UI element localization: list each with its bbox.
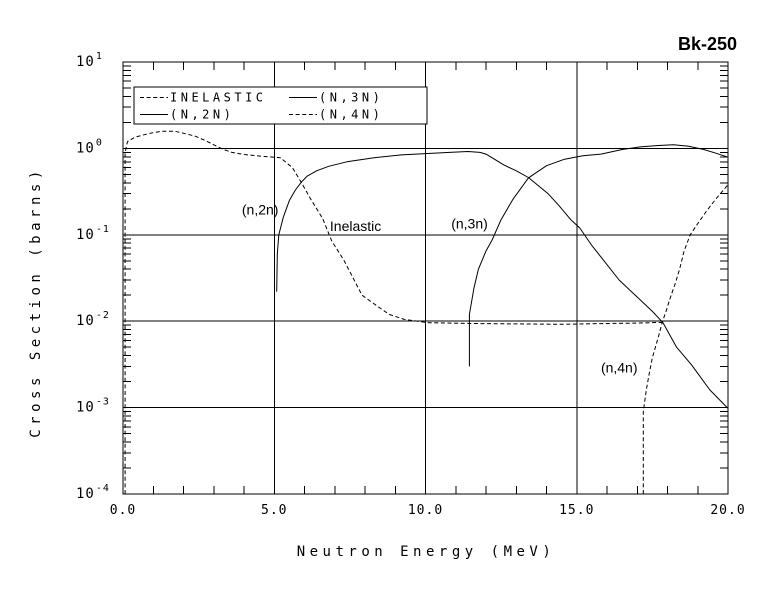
y-tick-label: 10-4 [76,483,110,502]
curves-layer [124,130,729,494]
x-tick-label: 0.0 [110,503,136,518]
legend-item-label: INELASTIC [170,91,267,105]
y-tick-label: 10-2 [76,310,110,329]
legend-item-n2n: (N,2N) [140,108,234,122]
chart-title: Bk-250 [678,34,737,54]
grid-layer [122,61,729,495]
legend-item-n3n: (N,3N) [289,91,383,105]
curve-label-n3n: (n,3n) [451,216,488,232]
y-tick-label: 10-3 [76,397,110,416]
x-tick-label: 10.0 [408,503,443,518]
x-tick-label: 5.0 [261,503,287,518]
y-axis-title: Cross Section (barns) [28,166,44,438]
curve-n3n [468,144,729,367]
legend-item-label: (N,3N) [319,91,383,105]
y-tick-label: 10-1 [76,224,110,243]
legend-item-label: (N,4N) [319,108,383,122]
curve-n4n [642,184,729,494]
legend-box [133,86,428,125]
ticks-layer [123,62,728,494]
curve-n2n [276,151,729,409]
curve-label-n2n: (n,2n) [242,202,279,218]
curve-inelastic [124,130,665,494]
legend-item-inelastic: INELASTIC [140,91,267,105]
annotations-layer: (n,2n) Inelastic (n,3n) (n,4n) [242,202,638,376]
y-tick-label: 101 [76,51,103,70]
curve-label-inelastic: Inelastic [330,218,381,234]
x-axis-title: Neutron Energy (MeV) [297,544,556,560]
x-tick-label: 20.0 [710,503,745,518]
legend: INELASTIC (N,2N) (N,3N) (N,4N) [133,86,428,125]
x-tick-label: 15.0 [559,503,594,518]
legend-item-label: (N,2N) [170,108,234,122]
legend-item-n4n: (N,4N) [289,108,383,122]
y-tick-label: 100 [76,137,103,156]
curve-label-n4n: (n,4n) [601,360,638,376]
tick-labels-layer: 0.0 5.0 10.0 15.0 20.0 101 100 10-1 10-2 10-3 10-4 [76,51,745,518]
